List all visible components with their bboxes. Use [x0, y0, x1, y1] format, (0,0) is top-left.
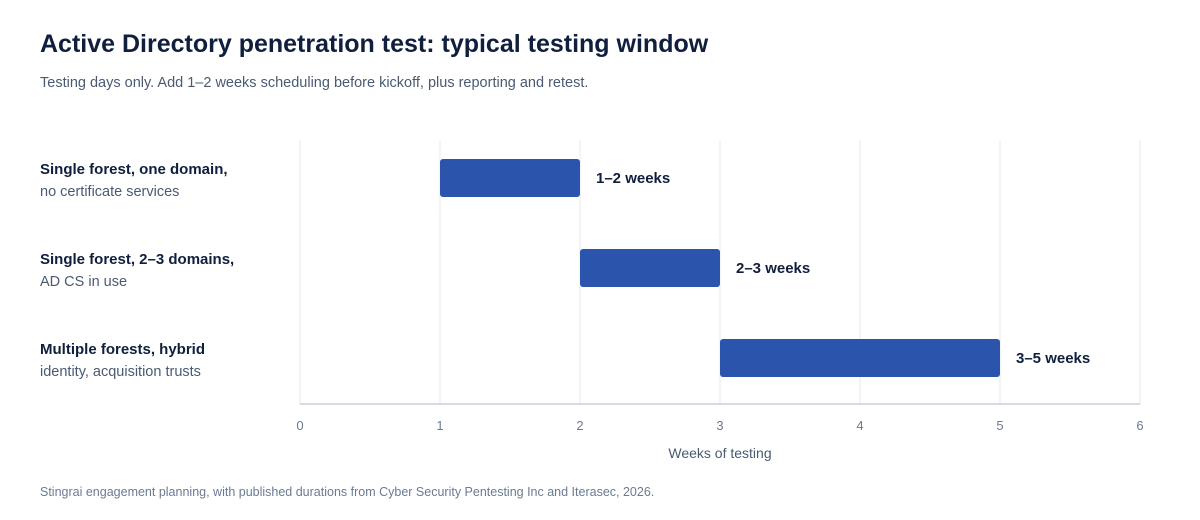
- bar-data-label: 3–5 weeks: [1016, 350, 1090, 367]
- bar-data-label: 1–2 weeks: [596, 170, 670, 187]
- x-tick-label: 4: [856, 418, 863, 433]
- range-bar: [440, 159, 580, 197]
- category-label-primary: Multiple forests, hybrid: [40, 341, 205, 358]
- category-label-secondary: identity, acquisition trusts: [40, 364, 201, 380]
- range-bar: [720, 339, 1000, 377]
- category-label-primary: Single forest, 2–3 domains,: [40, 251, 234, 268]
- x-tick-label: 5: [996, 418, 1003, 433]
- range-bar: [580, 249, 720, 287]
- x-tick-label: 6: [1136, 418, 1143, 433]
- x-tick-label: 3: [716, 418, 723, 433]
- chart-subtitle: Testing days only. Add 1–2 weeks schedul…: [40, 75, 589, 91]
- x-tick-label: 0: [296, 418, 303, 433]
- category-label-secondary: no certificate services: [40, 184, 179, 200]
- bar-data-label: 2–3 weeks: [736, 260, 810, 277]
- source-note: Stingrai engagement planning, with publi…: [40, 485, 655, 499]
- chart-title: Active Directory penetration test: typic…: [40, 30, 709, 58]
- category-label-primary: Single forest, one domain,: [40, 161, 228, 178]
- x-axis-title: Weeks of testing: [668, 445, 771, 461]
- x-tick-label: 2: [576, 418, 583, 433]
- category-label-secondary: AD CS in use: [40, 274, 127, 290]
- x-tick-label: 1: [436, 418, 443, 433]
